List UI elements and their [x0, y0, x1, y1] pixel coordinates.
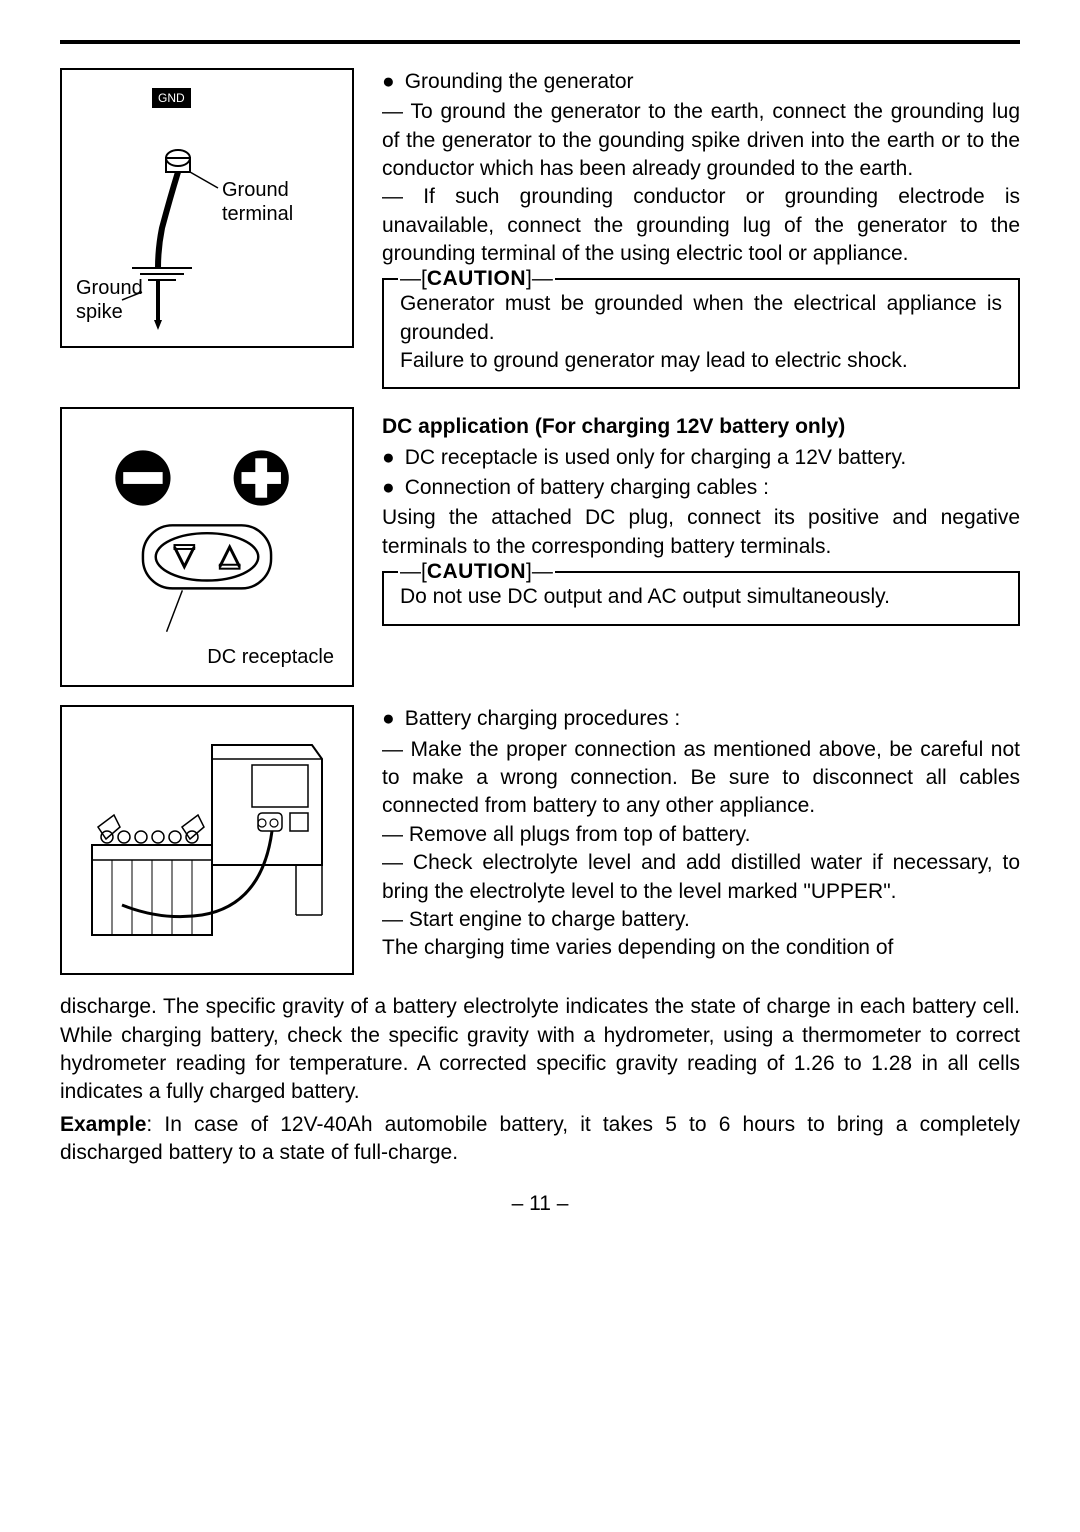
section-battery-charging: ● Battery charging procedures : — Make t…	[60, 705, 1020, 975]
caution1-line2: Failure to ground generator may lead to …	[400, 347, 1002, 375]
grounding-para2: — If such grounding conductor or groundi…	[382, 183, 1020, 268]
bullet-icon: ●	[382, 474, 395, 502]
battery-bullet: ● Battery charging procedures :	[382, 705, 1020, 733]
dc-para1: Using the attached DC plug, connect its …	[382, 504, 1020, 561]
caution2-line1: Do not use DC output and AC output simul…	[400, 583, 1002, 611]
caution-label-2: CAUTION	[398, 558, 555, 586]
figure-ground-spike: GND Ground terminal Groundspike	[60, 68, 354, 348]
caution-label-1: CAUTION	[398, 265, 555, 293]
battery-text: ● Battery charging procedures : — Make t…	[382, 705, 1020, 975]
top-rule	[60, 40, 1020, 44]
battery-item2: — Remove all plugs from top of battery.	[382, 821, 1020, 849]
battery-item4: — Start engine to charge battery.	[382, 906, 1020, 934]
grounding-text: ● Grounding the generator — To ground th…	[382, 68, 1020, 389]
battery-heading: Battery charging procedures :	[405, 705, 680, 733]
bullet-icon: ●	[382, 68, 395, 96]
ground-spike-text: Groundspike	[76, 277, 143, 323]
dc-bullet2: ● Connection of battery charging cables …	[382, 474, 1020, 502]
battery-item3: — Check electrolyte level and add distil…	[382, 849, 1020, 906]
example-label: Example	[60, 1113, 146, 1136]
figure-battery	[60, 705, 354, 975]
bullet-grounding: ● Grounding the generator	[382, 68, 1020, 96]
ground-terminal-text: Ground terminal	[222, 179, 293, 225]
bullet-icon: ●	[382, 444, 395, 472]
caution-box-1: CAUTION Generator must be grounded when …	[382, 278, 1020, 389]
discharge-paragraph: discharge. The specific gravity of a bat…	[60, 993, 1020, 1106]
battery-trailing: The charging time varies depending on th…	[382, 934, 1020, 962]
example-text: : In case of 12V-40Ah automobile battery…	[60, 1113, 1020, 1164]
section-dc-application: DC receptacle DC application (For chargi…	[60, 407, 1020, 687]
battery-item1: — Make the proper connection as mentione…	[382, 736, 1020, 821]
example-line: Example: In case of 12V-40Ah automobile …	[60, 1111, 1020, 1168]
ground-terminal-label: Ground terminal	[222, 178, 352, 226]
bullet-icon: ●	[382, 705, 395, 733]
figure-dc-receptacle: DC receptacle	[60, 407, 354, 687]
caution1-line1: Generator must be grounded when the elec…	[400, 290, 1002, 347]
grounding-heading: Grounding the generator	[405, 68, 634, 96]
grounding-para1: — To ground the generator to the earth, …	[382, 98, 1020, 183]
dc-receptacle-label: DC receptacle	[207, 644, 334, 671]
ground-spike-label: Groundspike	[76, 276, 143, 324]
dc-bullet1: ● DC receptacle is used only for chargin…	[382, 444, 1020, 472]
battery-svg	[62, 705, 352, 975]
section-grounding: GND Ground terminal Groundspike ● Ground…	[60, 68, 1020, 389]
dc-title: DC application (For charging 12V battery…	[382, 413, 1020, 441]
dc-text: DC application (For charging 12V battery…	[382, 407, 1020, 687]
dc-bullet1-text: DC receptacle is used only for charging …	[405, 444, 907, 472]
caution-box-2: CAUTION Do not use DC output and AC outp…	[382, 571, 1020, 625]
dc-bullet2-text: Connection of battery charging cables :	[405, 474, 769, 502]
page-number: – 11 –	[60, 1190, 1020, 1218]
gnd-badge: GND	[152, 88, 191, 108]
